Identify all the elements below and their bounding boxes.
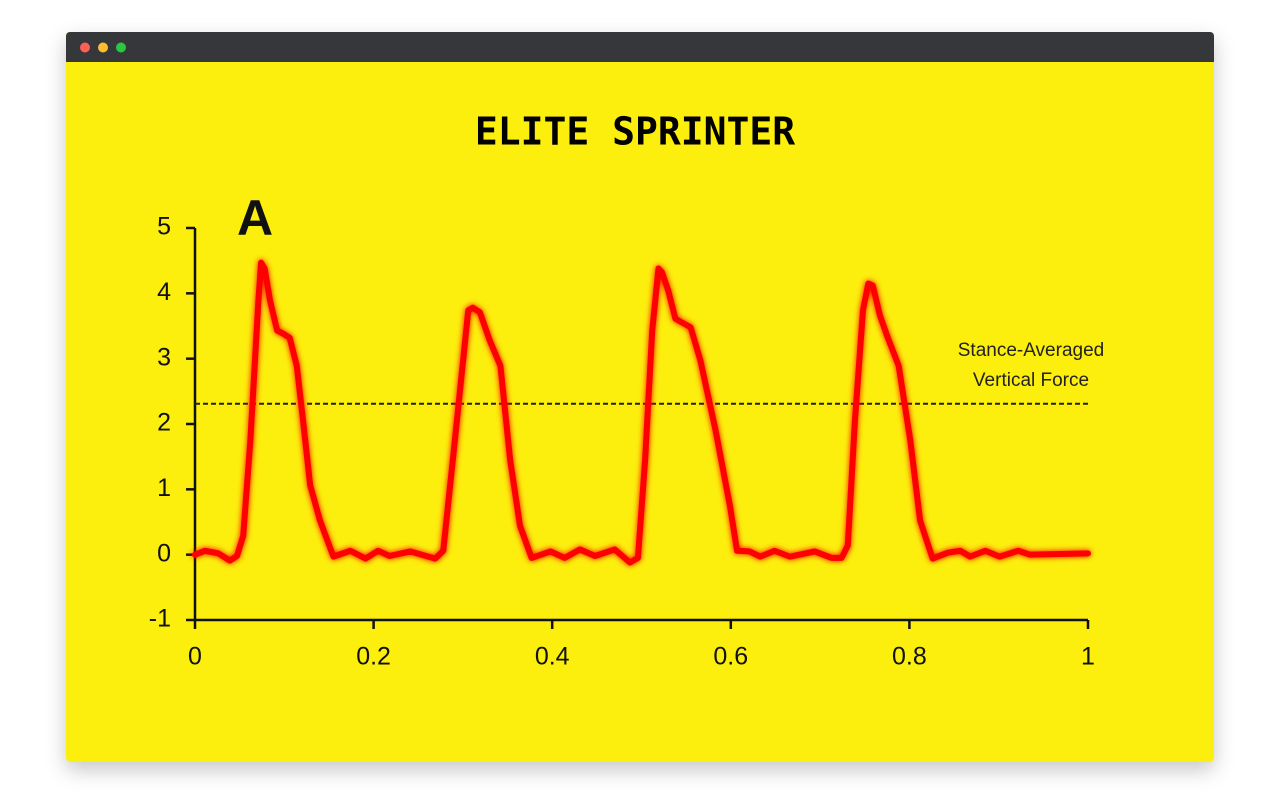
y-tick-label: 5	[157, 213, 171, 241]
chart-title: ELITE SPRINTER	[475, 110, 795, 154]
x-tick-label: 1	[1081, 643, 1095, 671]
x-tick-label: 0.4	[535, 643, 570, 671]
x-tick-label: 0.8	[892, 643, 927, 671]
window-frame	[66, 32, 1214, 762]
x-tick-label: 0.6	[713, 643, 748, 671]
reference-label: Vertical Force	[973, 370, 1089, 391]
y-tick-label: 2	[157, 409, 171, 437]
y-tick-label: 4	[157, 278, 171, 306]
y-tick-label: 3	[157, 343, 171, 371]
minimize-button[interactable]	[98, 42, 108, 53]
title-bar	[66, 32, 1214, 62]
y-tick-label: -1	[149, 605, 171, 633]
x-tick-label: 0	[188, 643, 202, 671]
close-button[interactable]	[80, 42, 90, 53]
maximize-button[interactable]	[116, 42, 126, 53]
reference-label: Stance-Averaged	[958, 340, 1104, 361]
data-line	[192, 259, 1091, 566]
y-tick-label: 0	[157, 539, 171, 567]
panel-label: A	[237, 190, 273, 246]
x-tick-label: 0.2	[356, 643, 391, 671]
y-tick-label: 1	[157, 474, 171, 502]
browser-window	[66, 32, 1214, 762]
